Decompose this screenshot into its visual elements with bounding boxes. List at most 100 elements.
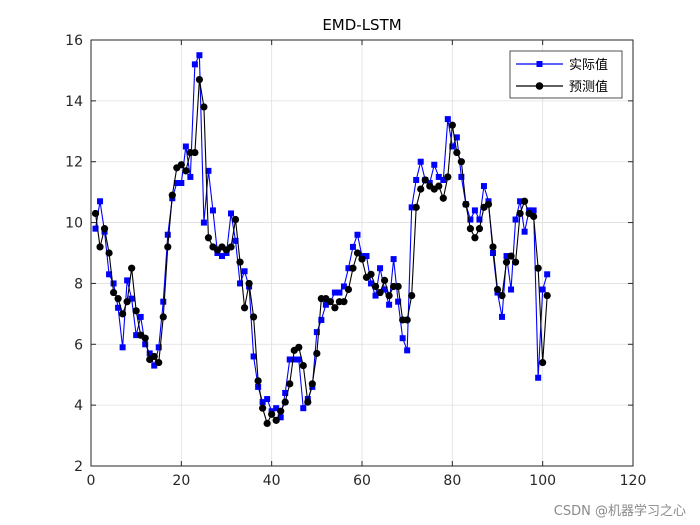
data-point bbox=[331, 304, 339, 312]
legend-box bbox=[509, 50, 623, 99]
data-point bbox=[489, 243, 497, 251]
data-point bbox=[277, 414, 284, 421]
data-point bbox=[544, 271, 551, 278]
data-point bbox=[295, 343, 303, 351]
data-point bbox=[232, 237, 239, 244]
data-point bbox=[286, 380, 294, 388]
data-point bbox=[367, 270, 375, 278]
data-point bbox=[381, 286, 388, 293]
data-point bbox=[150, 352, 158, 361]
data-point bbox=[372, 292, 379, 299]
data-point bbox=[209, 207, 216, 214]
data-point bbox=[105, 249, 113, 257]
data-point bbox=[511, 258, 520, 266]
y-tick-label: 4 bbox=[74, 398, 83, 414]
data-point bbox=[187, 173, 194, 180]
data-point bbox=[159, 313, 167, 321]
data-point bbox=[403, 316, 411, 324]
data-point bbox=[191, 61, 198, 68]
data-point bbox=[534, 264, 542, 272]
data-point bbox=[299, 361, 307, 370]
data-point bbox=[435, 173, 442, 180]
data-point bbox=[493, 285, 502, 294]
data-point bbox=[349, 243, 356, 250]
data-point bbox=[475, 225, 484, 233]
data-point bbox=[498, 292, 506, 300]
data-point bbox=[480, 183, 487, 190]
data-point bbox=[173, 180, 180, 187]
data-point bbox=[182, 143, 189, 150]
data-point bbox=[444, 116, 451, 123]
data-point bbox=[160, 298, 167, 305]
data-point bbox=[196, 52, 203, 59]
series-layer bbox=[91, 52, 551, 427]
x-tick-label: 40 bbox=[263, 473, 281, 489]
y-tick-label: 6 bbox=[74, 337, 83, 353]
data-point bbox=[358, 255, 366, 263]
data-point bbox=[453, 148, 461, 157]
data-point bbox=[97, 198, 104, 205]
data-point bbox=[300, 405, 307, 412]
data-point bbox=[539, 286, 546, 293]
data-point bbox=[345, 265, 352, 272]
data-point bbox=[395, 298, 402, 305]
data-point bbox=[228, 210, 235, 217]
x-tick-label: 0 bbox=[87, 473, 96, 489]
data-point bbox=[435, 182, 443, 190]
data-point bbox=[417, 158, 424, 165]
data-point bbox=[508, 286, 515, 293]
data-point bbox=[91, 209, 100, 218]
data-point bbox=[124, 277, 131, 284]
data-point bbox=[308, 380, 316, 388]
data-point bbox=[467, 216, 474, 223]
data-point bbox=[114, 295, 122, 303]
data-point bbox=[151, 362, 158, 369]
data-point bbox=[399, 335, 406, 342]
data-point bbox=[204, 234, 213, 242]
data-point bbox=[304, 398, 312, 406]
data-point bbox=[100, 225, 109, 233]
data-point bbox=[313, 329, 320, 336]
data-point bbox=[250, 313, 258, 321]
data-point bbox=[318, 316, 325, 323]
data-point bbox=[268, 410, 276, 418]
data-point bbox=[313, 349, 321, 358]
data-point bbox=[92, 225, 99, 232]
data-point bbox=[119, 344, 126, 351]
data-point bbox=[106, 271, 113, 278]
data-point bbox=[109, 288, 118, 297]
data-point bbox=[503, 253, 510, 260]
data-point bbox=[431, 161, 438, 168]
data-point bbox=[282, 389, 289, 396]
data-point bbox=[241, 268, 248, 275]
data-point bbox=[449, 143, 456, 150]
data-point bbox=[128, 295, 135, 302]
data-point bbox=[263, 419, 271, 427]
data-point bbox=[182, 167, 190, 175]
data-point bbox=[115, 304, 122, 311]
data-point bbox=[543, 292, 551, 300]
data-point bbox=[245, 279, 253, 288]
y-tick-label: 8 bbox=[74, 276, 83, 292]
data-point bbox=[240, 304, 249, 312]
y-tick-label: 16 bbox=[65, 33, 83, 49]
data-point bbox=[205, 167, 212, 174]
data-point bbox=[142, 341, 149, 348]
data-point bbox=[164, 243, 172, 251]
data-point bbox=[539, 358, 547, 367]
data-point bbox=[521, 197, 529, 205]
data-point bbox=[132, 307, 140, 315]
data-point bbox=[516, 209, 524, 218]
data-point bbox=[110, 280, 117, 287]
data-point bbox=[413, 176, 420, 183]
data-point bbox=[377, 265, 384, 272]
data-point bbox=[502, 258, 511, 266]
data-point bbox=[236, 258, 244, 266]
data-point bbox=[273, 405, 280, 412]
data-point bbox=[340, 298, 348, 306]
data-point bbox=[255, 383, 262, 390]
data-point bbox=[363, 253, 370, 260]
data-point bbox=[237, 280, 244, 287]
data-point bbox=[291, 356, 298, 363]
